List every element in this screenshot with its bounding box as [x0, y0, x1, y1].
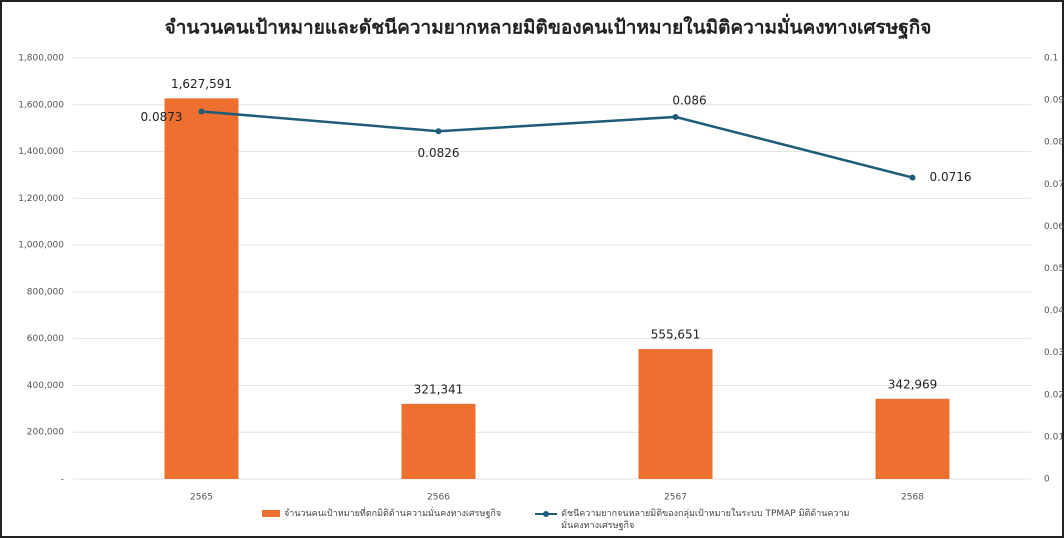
y2-tick-label: 0.07	[1044, 180, 1064, 190]
line-point	[435, 128, 442, 135]
y-tick-label: 600,000	[27, 334, 64, 344]
y-tick-label: 1,000,000	[18, 241, 64, 251]
bar-value-label: 342,969	[888, 377, 938, 391]
legend: จำนวนคนเป้าหมายที่ตกมิติด้านความมั่นคงทา…	[262, 508, 851, 532]
bar-value-label: 321,341	[414, 382, 464, 396]
x-tick-label: 2565	[190, 493, 213, 503]
line	[201, 110, 913, 179]
y2-tick-label: 0.08	[1044, 138, 1064, 148]
y2-tick-label: 0.05	[1044, 264, 1064, 274]
x-tick-label: 2567	[664, 493, 687, 503]
bar	[401, 403, 476, 479]
line-value-label: 0.086	[672, 93, 706, 107]
line-value-label: 0.0873	[141, 110, 183, 124]
line-point	[672, 113, 679, 120]
y-tick-label: -	[61, 475, 64, 485]
chart-title: จำนวนคนเป้าหมายและดัชนีความยากหลายมิติขอ…	[165, 14, 932, 41]
x-tick-label: 2566	[427, 493, 450, 503]
line-point	[909, 174, 916, 181]
y2-tick-label: 0.04	[1044, 306, 1064, 316]
legend-item: ดัชนีความยากจนหลายมิติของกลุ่มเป้าหมายใน…	[535, 508, 851, 532]
y-tick-label: 400,000	[27, 381, 64, 391]
y2-tick-label: 0	[1044, 475, 1050, 485]
y2-tick-label: 0.09	[1044, 96, 1064, 106]
y-tick-label: 1,400,000	[18, 147, 64, 157]
bar-value-label: 555,651	[651, 328, 701, 342]
bar	[638, 349, 713, 479]
legend-swatch	[535, 511, 558, 517]
bar	[875, 398, 950, 479]
y2-tick-label: 0.03	[1044, 348, 1064, 358]
bar-value-label: 1,627,591	[171, 77, 232, 91]
legend-item: จำนวนคนเป้าหมายที่ตกมิติด้านความมั่นคงทา…	[262, 508, 501, 532]
line-point	[198, 108, 205, 115]
y-tick-label: 800,000	[27, 287, 64, 297]
y-tick-label: 1,600,000	[18, 100, 64, 110]
y-tick-label: 1,800,000	[18, 54, 64, 64]
y2-tick-label: 0.06	[1044, 222, 1064, 232]
bar	[164, 98, 239, 479]
legend-label: จำนวนคนเป้าหมายที่ตกมิติด้านความมั่นคงทา…	[284, 509, 502, 519]
y-tick-label: 200,000	[27, 428, 64, 438]
line-value-label: 0.0716	[930, 170, 972, 184]
y-tick-label: 1,200,000	[18, 194, 64, 204]
legend-swatch	[262, 510, 280, 517]
line-value-label: 0.0826	[418, 146, 460, 160]
y2-tick-label: 0.1	[1044, 54, 1058, 64]
y2-tick-label: 0.02	[1044, 390, 1064, 400]
y2-tick-label: 0.01	[1044, 432, 1064, 442]
legend-label: ดัชนีความยากจนหลายมิติของกลุ่มเป้าหมายใน…	[561, 509, 850, 531]
x-tick-label: 2568	[901, 493, 924, 503]
